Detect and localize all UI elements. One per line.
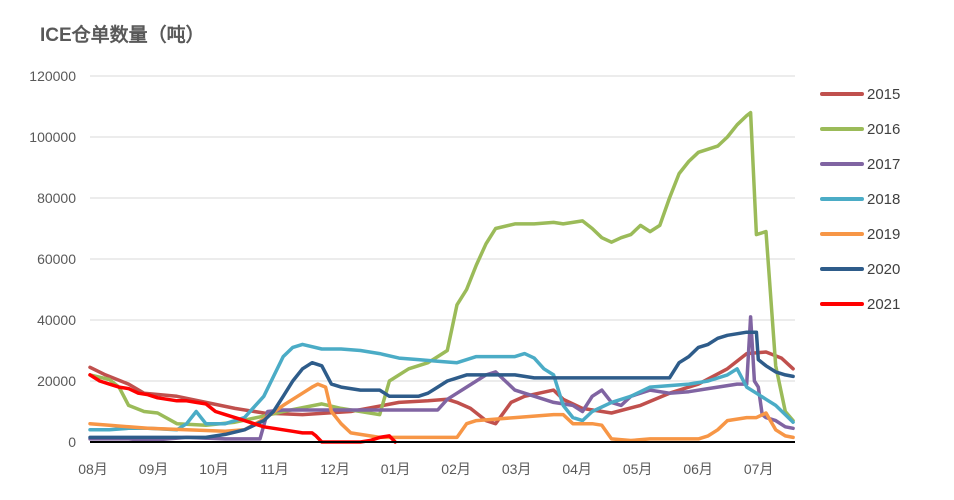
legend-label-2020: 2020 — [867, 261, 900, 278]
y-tick-label: 20000 — [37, 373, 76, 389]
x-tick-label: 09月 — [139, 461, 169, 477]
series-line-2019 — [88, 382, 795, 443]
x-axis-tick-labels: 08月 09月 10月 11月 12月 01月 02月 03月 04月 05月 06月 07月 — [78, 461, 773, 477]
legend-label-2019: 2019 — [867, 226, 900, 243]
x-tick-label: 04月 — [562, 461, 592, 477]
x-tick-label: 10月 — [199, 461, 229, 477]
gridlines — [90, 75, 795, 382]
series-line-2020 — [88, 330, 795, 440]
x-tick-label: 07月 — [744, 461, 774, 477]
y-tick-label: 60000 — [37, 251, 76, 267]
x-tick-label: 11月 — [260, 461, 289, 477]
x-tick-label: 03月 — [502, 461, 532, 477]
x-tick-label: 05月 — [623, 461, 653, 477]
series-line-2018 — [88, 342, 795, 432]
x-tick-label: 08月 — [78, 461, 108, 477]
series-lines — [88, 110, 795, 444]
x-tick-label: 12月 — [320, 461, 350, 477]
y-tick-label: 120000 — [29, 68, 76, 84]
legend-label-2015: 2015 — [867, 86, 900, 103]
y-tick-label: 40000 — [37, 312, 76, 328]
y-tick-label: 0 — [68, 434, 76, 450]
x-tick-label: 01月 — [381, 461, 411, 477]
legend-label-2016: 2016 — [867, 121, 900, 138]
legend: 2015 2016 2017 2018 2019 2020 2021 — [820, 86, 900, 313]
series-line-2017 — [88, 315, 795, 443]
chart-title: ICE仓单数量（吨） — [40, 25, 205, 46]
x-tick-label: 02月 — [441, 461, 471, 477]
legend-label-2018: 2018 — [867, 191, 900, 208]
y-tick-label: 80000 — [37, 190, 76, 206]
y-axis-tick-labels: 0 20000 40000 60000 80000 100000 120000 — [29, 68, 76, 450]
x-tick-label: 06月 — [683, 461, 713, 477]
series-line-2016 — [88, 110, 795, 427]
legend-label-2021: 2021 — [867, 296, 900, 313]
legend-label-2017: 2017 — [867, 156, 900, 173]
y-tick-label: 100000 — [29, 129, 76, 145]
